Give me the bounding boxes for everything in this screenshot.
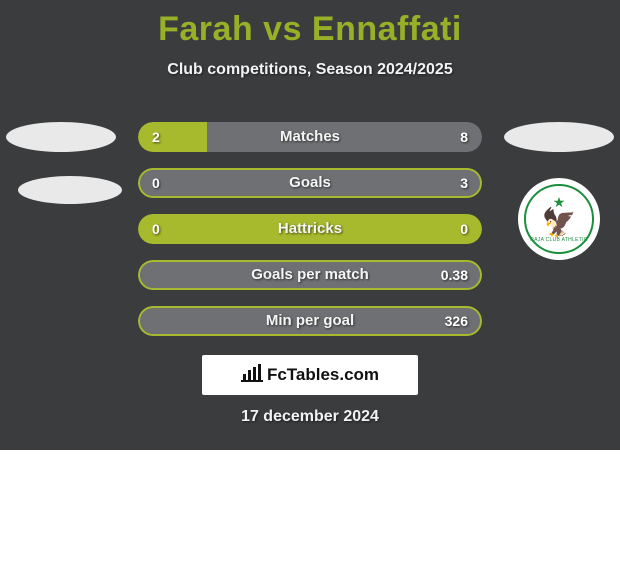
stat-row-goals-per-match: Goals per match 0.38: [138, 260, 482, 290]
stat-right-value: 0: [460, 214, 468, 244]
stat-right-value: 326: [445, 306, 468, 336]
comparison-panel: Farah vs Ennaffati Club competitions, Se…: [0, 0, 620, 450]
page-subtitle: Club competitions, Season 2024/2025: [0, 61, 620, 79]
stat-row-min-per-goal: Min per goal 326: [138, 306, 482, 336]
page-title: Farah vs Ennaffati: [0, 0, 620, 49]
player-left-photo-placeholder: [6, 122, 116, 152]
stat-label: Hattricks: [138, 214, 482, 244]
stat-bars: 2 Matches 8 0 Goals 3 0 Hattricks 0 Goal…: [138, 122, 482, 352]
club-badge-ring: [524, 184, 594, 254]
brand-text: FcTables.com: [267, 365, 379, 385]
stat-label: Goals: [138, 168, 482, 198]
date-text: 17 december 2024: [0, 408, 620, 426]
stat-label: Matches: [138, 122, 482, 152]
bar-chart-icon: [241, 364, 263, 387]
brand-box[interactable]: FcTables.com: [202, 355, 418, 395]
stat-label: Goals per match: [138, 260, 482, 290]
club-right-logo: ★ 🦅 RAJA CLUB ATHLETIC: [518, 178, 600, 260]
stat-row-goals: 0 Goals 3: [138, 168, 482, 198]
stat-label: Min per goal: [138, 306, 482, 336]
player-right-photo-placeholder: [504, 122, 614, 152]
stat-right-value: 0.38: [441, 260, 468, 290]
stat-row-hattricks: 0 Hattricks 0: [138, 214, 482, 244]
club-left-logo-placeholder: [18, 176, 122, 204]
stat-right-value: 3: [460, 168, 468, 198]
stat-row-matches: 2 Matches 8: [138, 122, 482, 152]
stat-right-value: 8: [460, 122, 468, 152]
